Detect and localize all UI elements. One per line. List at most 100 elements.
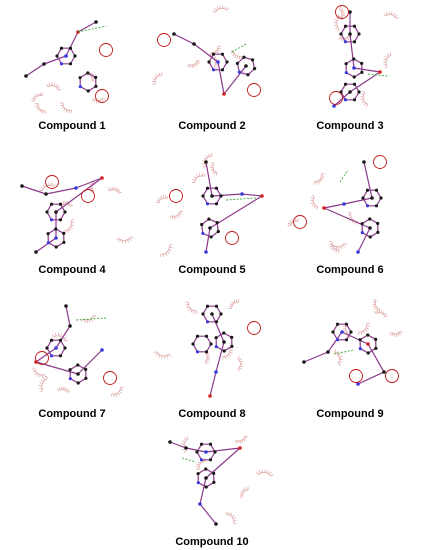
atom [352,75,356,79]
residue-arc-tick [58,88,62,91]
residue-arc-tick [341,16,345,19]
residue-arc-tick [342,325,347,328]
residue-arc-tick [66,388,69,392]
residue-arc-tick [44,374,46,378]
residue-arc-tick [179,210,184,213]
residue-arc-tick [45,376,48,380]
bond [173,33,195,45]
atom [343,98,348,102]
panel-compound-1: Compound 1 [6,4,138,132]
residue-arc-tick [372,301,376,303]
interaction-diagram-7 [32,304,124,398]
atom [204,450,208,454]
residue-arc-tick [39,189,43,192]
residue-arc-tick [195,174,199,178]
highlight-circle [45,175,59,189]
residue-arc-tick [374,307,378,310]
atom [58,202,63,206]
residue-arc-tick [198,173,201,177]
atom [45,346,49,350]
bond [357,227,371,253]
residue-arc-curve [188,60,198,66]
atom [214,304,219,308]
residue-arc [107,186,122,194]
atom [214,202,219,206]
residue-arc-curve [215,8,227,13]
hydrogen-bond [75,317,107,321]
atom [374,346,378,350]
residue-arc-tick [394,14,398,18]
residue-arc-tick [224,356,227,360]
residue-arc-tick [34,372,38,375]
bond [349,71,381,93]
highlight-circle [335,5,349,19]
atom [237,70,241,74]
atom [210,312,214,316]
atom [348,10,352,14]
residue-arc-tick [226,7,229,11]
atom [368,235,372,239]
atom [366,351,370,355]
atom [326,350,330,354]
residue-arc-curve [188,302,197,312]
residue-arc [169,210,184,220]
residue-arc-tick [40,186,44,190]
residue-arc-tick [340,37,343,42]
atom [68,368,72,372]
interaction-diagram-2 [152,5,261,97]
residue-arc [204,350,211,365]
residue-arc-curve [391,331,401,335]
atom [204,160,208,164]
residue-arc-tick [152,78,156,80]
atom [244,64,248,68]
residue-arc-tick [335,246,338,250]
atom [49,218,54,222]
atom [204,467,208,471]
atom [68,377,72,381]
residue-arc-tick [41,92,44,96]
atom [209,342,213,346]
residue-arc-tick [116,187,119,191]
residue-arc-tick [336,28,340,32]
atom [42,62,46,66]
residue-arc-curve [91,182,95,192]
atom [208,458,213,462]
residue-arc-tick [217,47,221,50]
atom [378,70,382,74]
atom [344,338,349,342]
residue-arc-tick [361,100,365,104]
atom [184,446,188,450]
residue-arc-tick [205,360,209,363]
atom [302,360,306,364]
residue-arc-tick [344,242,348,246]
residue-arc-tick [242,488,246,492]
residue-arc-tick [165,252,168,256]
residue-arc-tick [190,309,193,313]
residue-arc-tick [192,179,196,181]
residue-arc-tick [360,331,363,335]
residue-arc-curve [312,196,318,208]
residue-arc-tick [318,180,321,184]
aromatic-ring [192,335,212,353]
bond [45,187,77,195]
residue-arc-tick [233,299,236,303]
residue-arc-tick [229,351,233,354]
residue-arc-curve [109,189,120,194]
residue-arc-tick [239,360,244,363]
residue-arc-tick [316,181,318,185]
residue-arc-tick [54,333,57,337]
residue-arc-tick [261,469,263,473]
residue-arc-tick [330,244,334,247]
atom [376,221,380,225]
atom [211,52,216,56]
residue-arc-tick [48,82,51,87]
residue-arc-tick [338,36,341,40]
residue-arc-tick [197,60,201,62]
residue-arc-tick [233,522,237,525]
residue-arc-tick [42,110,44,114]
atom [94,75,98,79]
atom [360,231,364,235]
atom [260,194,264,198]
atom [220,68,225,72]
residue-arc-tick [391,333,394,337]
